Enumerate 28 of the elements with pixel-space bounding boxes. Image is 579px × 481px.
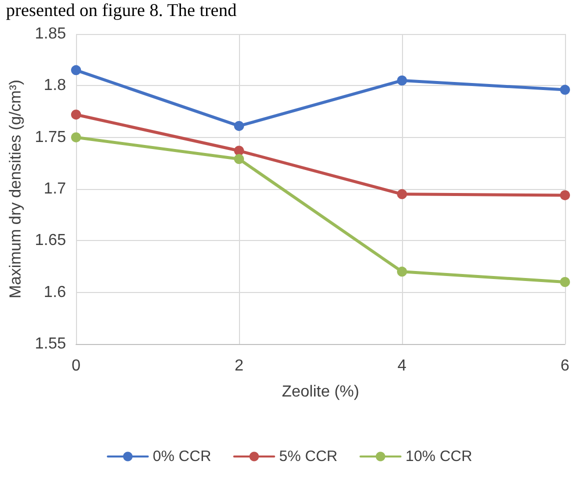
y-axis-title: Maximum dry densities (g/cm³) [8, 80, 24, 298]
point [234, 120, 244, 131]
x-tick-label: 2 [234, 358, 244, 374]
point [234, 154, 244, 164]
y-tick-label: 1.7 [44, 180, 66, 198]
point [71, 110, 82, 120]
text: presented on figure 8. The trend [6, 0, 237, 20]
legend-label: 0% CCR [152, 448, 212, 465]
y-tick-label: 1.6 [44, 284, 66, 301]
x-tick-label: 4 [398, 358, 407, 374]
point [397, 266, 408, 277]
y-tick-label: 1.55 [34, 336, 66, 352]
x-tick-label: 0 [72, 358, 81, 374]
point [71, 65, 82, 76]
point [397, 189, 408, 200]
point [560, 277, 570, 287]
legend-label: 5% CCR [279, 448, 338, 465]
y-tick-label: 1.65 [34, 232, 66, 250]
x-axis-title: Zeolite (%) [282, 384, 360, 400]
point [397, 76, 408, 86]
point [71, 132, 82, 142]
legend-label: 10% CCR [406, 448, 472, 465]
point [560, 84, 570, 95]
x-tick-label: 6 [560, 358, 570, 374]
y-tick-label: 1.75 [34, 128, 66, 146]
point [560, 190, 570, 200]
y-tick-label: 1.8 [44, 77, 66, 94]
y-tick-label: 1.85 [34, 26, 66, 42]
